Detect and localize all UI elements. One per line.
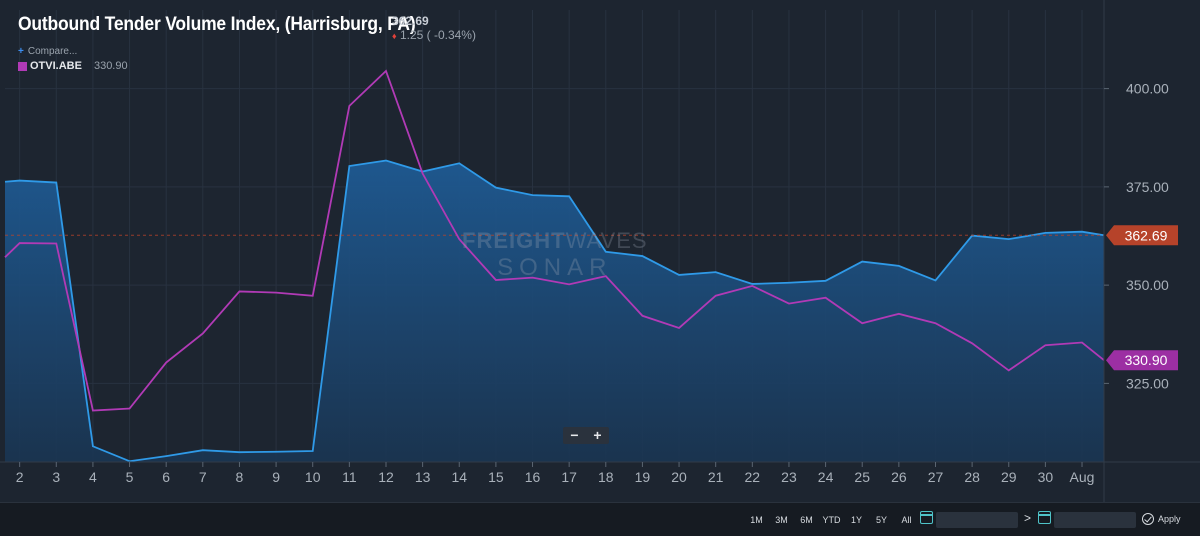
x-tick-label: 5 [126,469,134,485]
range-ytd[interactable]: YTD [822,515,841,525]
x-tick-label: 8 [236,469,244,485]
compare-value-badge: 330.90 [1106,350,1178,371]
y-tick-label: 400.00 [1126,81,1169,97]
x-tick-label: 29 [1001,469,1017,485]
x-tick-label: 27 [928,469,944,485]
x-tick-label: 3 [52,469,60,485]
zoom-out-button[interactable]: − [570,427,579,443]
current-value-badge-shape [1106,225,1178,246]
y-tick-label: 325.00 [1126,375,1169,391]
footer-toolbar: 1M 3M 6M YTD 1Y 5Y All > Apply [0,502,1200,536]
check-circle-icon [1142,513,1154,525]
x-tick-label: 26 [891,469,907,485]
start-calendar-icon[interactable] [920,511,933,524]
x-tick-label: 24 [818,469,834,485]
y-tick-label: 350.00 [1126,277,1169,293]
x-tick-label: 11 [342,469,357,485]
x-tick-label: 16 [525,469,541,485]
chart-title: Outbound Tender Volume Index, (Harrisbur… [18,14,416,35]
x-tick-label: 9 [272,469,280,485]
current-value-block: 362.69 ♦ 1.25 ( -0.34%) [392,14,476,43]
x-tick-label: Aug [1070,469,1095,485]
end-date-input[interactable] [1054,512,1136,528]
zoom-in-button[interactable]: + [593,427,602,443]
series-color-swatch [18,61,27,71]
x-tick-label: 6 [162,469,170,485]
freightwaves-sonar-watermark: FREIGHTWAVES SONAR [462,228,648,282]
x-tick-label: 25 [854,469,870,485]
current-value-badge: 362.69 [1106,225,1178,246]
x-tick-label: 21 [708,469,724,485]
range-1m[interactable]: 1M [750,515,763,525]
current-value: 362.69 [392,14,429,28]
change-value: ♦ 1.25 ( -0.34%) [392,28,476,43]
x-tick-label: 13 [415,469,431,485]
legend-value: 330.90 [93,60,128,72]
date-range-arrow-icon: > [1024,511,1032,525]
x-tick-label: 22 [745,469,761,485]
range-all[interactable]: All [901,515,912,525]
x-tick-label: 23 [781,469,797,485]
x-tick-label: 20 [671,469,687,485]
compare-value-badge-shape [1106,350,1178,371]
range-6m[interactable]: 6M [800,515,813,525]
watermark-brand-light: WAVES [565,228,648,253]
range-selector: 1M 3M 6M YTD 1Y 5Y All [744,515,919,525]
chart-area[interactable]: 325.00 350.00 375.00 400.00 2 3 4 5 6 7 8 9 10 11 12 13… [0,0,1200,502]
legend-item[interactable]: OTVI.ABE 330.90 [18,60,128,72]
x-tick-label: 28 [964,469,980,485]
range-3m[interactable]: 3M [775,515,788,525]
x-tick-label: 19 [635,469,651,485]
apply-button[interactable]: Apply [1142,513,1181,525]
change-text: 1.25 ( -0.34%) [399,28,476,42]
x-tick-label: 15 [488,469,504,485]
plus-icon: + [18,46,24,57]
compare-button[interactable]: + Compare... [18,46,77,57]
y-tick-label: 375.00 [1126,179,1169,195]
x-tick-label: 18 [598,469,614,485]
series-line-otvi-harrisburg [4,159,1105,463]
x-tick-label: 12 [378,469,394,485]
watermark-product: SONAR [497,254,613,281]
x-tick-label: 4 [89,469,97,485]
x-tick-label: 10 [305,469,321,485]
watermark-brand-bold: FREIGHT [462,228,566,253]
x-tick-label: 30 [1038,469,1054,485]
series-line-otvi-abe [4,69,1105,412]
x-tick-label: 14 [451,469,467,485]
current-value-badge-text: 362.69 [1125,227,1168,243]
x-tick-label: 7 [199,469,207,485]
start-date-input[interactable] [936,512,1018,528]
x-tick-label: 17 [561,469,577,485]
x-tick-label: 2 [16,469,24,485]
range-1y[interactable]: 1Y [850,515,862,525]
zoom-controls: − + [563,427,609,444]
series-area-fill [5,160,1104,462]
down-arrow-icon: ♦ [392,31,397,41]
compare-label: Compare... [27,46,78,57]
apply-label: Apply [1158,514,1181,524]
range-5y[interactable]: 5Y [875,515,887,525]
compare-value-badge-text: 330.90 [1125,352,1168,368]
legend-symbol: OTVI.ABE [30,60,82,72]
end-calendar-icon[interactable] [1038,511,1051,524]
